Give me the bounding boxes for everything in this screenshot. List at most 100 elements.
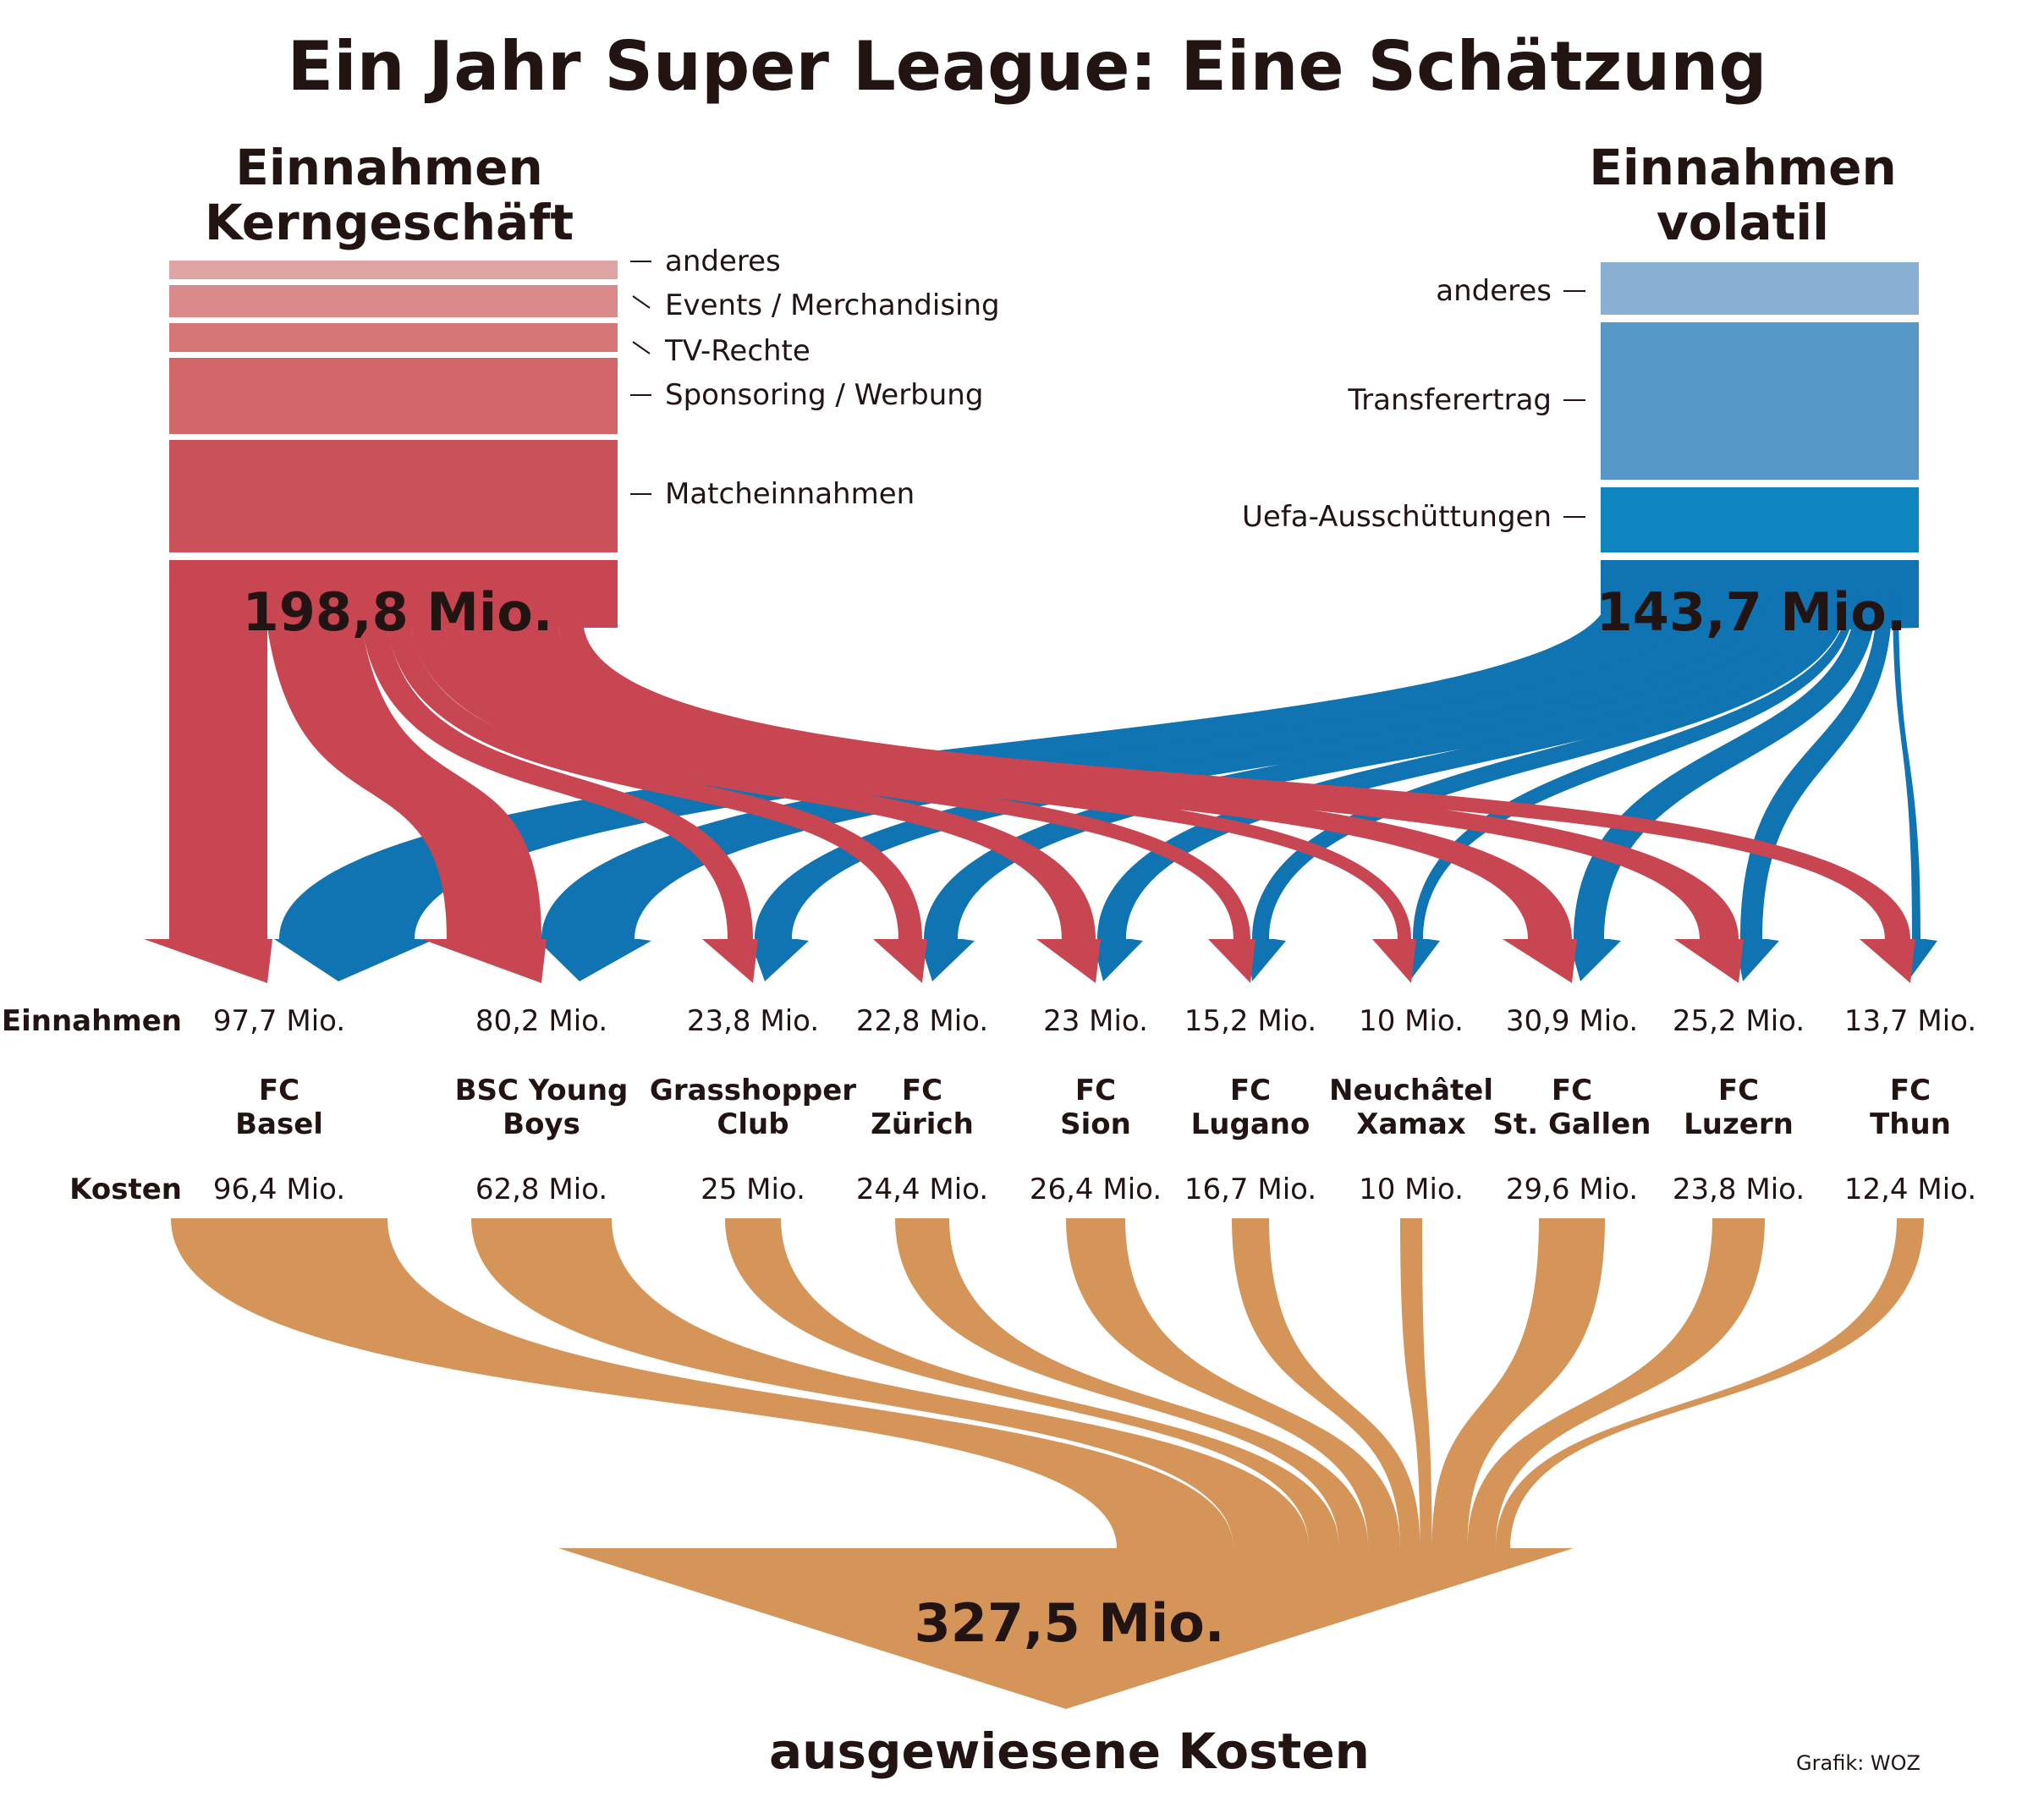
volatile-arrow-0	[274, 939, 431, 981]
club-name-line1: FC	[1075, 1074, 1116, 1107]
volatile-revenue-total: 143,7 Mio.	[1596, 581, 1907, 643]
core-flow-9	[558, 628, 1910, 939]
club-costs-value: 10 Mio.	[1359, 1173, 1464, 1206]
core-arrow-3	[873, 939, 927, 983]
core-flow-5	[445, 628, 1250, 939]
club-name-line2: Basel	[235, 1107, 323, 1141]
volatile-category-label: Transferertrag	[1347, 383, 1552, 417]
club-name-line2: Lugano	[1191, 1107, 1310, 1141]
cost-flow-5	[1232, 1218, 1420, 1548]
club-costs-value: 26,4 Mio.	[1030, 1173, 1162, 1206]
club-name-line1: FC	[902, 1074, 942, 1107]
club-costs-value: 29,6 Mio.	[1506, 1173, 1638, 1206]
core-flow-0	[169, 628, 267, 939]
club-costs-value: 23,8 Mio.	[1673, 1173, 1805, 1206]
cost-flow-7	[1431, 1218, 1605, 1548]
club-revenue-value: 25,2 Mio.	[1673, 1004, 1805, 1038]
revenue-row-label: Einnahmen	[2, 1004, 182, 1038]
volatile-flow-9	[1893, 592, 1920, 939]
core-revenue-heading: Einnahmen	[235, 139, 543, 196]
costs-total-arrow	[558, 1548, 1574, 1709]
volatile-arrow-4	[1092, 939, 1143, 981]
core-arrow-4	[1036, 939, 1101, 983]
club-name-line1: FC	[1890, 1074, 1931, 1107]
club-name-line2: St. Gallen	[1493, 1107, 1651, 1141]
core-arrow-8	[1674, 939, 1744, 983]
club-revenue-value: 23,8 Mio.	[687, 1004, 819, 1038]
core-revenue-heading-line2: Kerngeschäft	[205, 194, 574, 251]
club-name-line1: BSC Young	[455, 1074, 629, 1107]
club-costs-value: 62,8 Mio.	[475, 1173, 607, 1206]
cost-flow-6	[1400, 1218, 1432, 1548]
core-category-label: Sponsoring / Werbung	[665, 378, 983, 412]
volatile-category-label: anderes	[1436, 274, 1552, 308]
volatile-category-0	[1601, 262, 1919, 315]
volatile-revenue-heading: Einnahmen	[1589, 139, 1897, 196]
volatile-arrow-7	[1569, 939, 1621, 981]
club-revenue-value: 22,8 Mio.	[856, 1004, 988, 1038]
core-category-1	[169, 285, 618, 317]
club-name-line1: FC	[1718, 1074, 1759, 1107]
cost-flows	[171, 1218, 1924, 1709]
club-name-line1: FC	[1552, 1074, 1592, 1107]
club-name-line2: Luzern	[1684, 1107, 1794, 1141]
core-category-label: TV-Rechte	[664, 334, 810, 368]
club-name-line2: Boys	[503, 1107, 580, 1141]
club-name-line1: Neuchâtel	[1329, 1074, 1493, 1107]
volatile-arrow-5	[1247, 939, 1286, 981]
club-name-line2: Sion	[1060, 1107, 1131, 1141]
cost-flow-3	[895, 1218, 1369, 1548]
core-flow-3	[387, 628, 922, 939]
club-costs-value: 12,4 Mio.	[1844, 1173, 1976, 1206]
core-revenue-flows	[144, 560, 1915, 983]
club-name-line1: FC	[1230, 1074, 1271, 1107]
core-arrow-5	[1208, 939, 1256, 983]
club-name-line2: Zürich	[871, 1107, 974, 1141]
club-name-line2: Xamax	[1356, 1107, 1466, 1141]
club-name-line1: Grasshopper	[650, 1074, 856, 1107]
volatile-flow-8	[1740, 592, 1893, 939]
core-flow-2	[362, 628, 753, 939]
core-category-label: anderes	[665, 244, 781, 278]
core-arrow-7	[1503, 939, 1577, 983]
club-name-line1: FC	[259, 1074, 299, 1107]
core-revenue-total: 198,8 Mio.	[243, 581, 553, 643]
volatile-arrow-3	[919, 939, 975, 981]
page-title: Ein Jahr Super League: Eine Schätzung	[288, 27, 1767, 106]
core-arrow-1	[421, 939, 547, 983]
core-category-label: Matcheinnahmen	[665, 477, 915, 511]
volatile-category-1	[1601, 322, 1919, 480]
costs-label: ausgewiesene Kosten	[769, 1722, 1370, 1780]
club-revenue-value: 10 Mio.	[1359, 1004, 1464, 1038]
core-flow-7	[475, 628, 1572, 939]
credit: Grafik: WOZ	[1796, 1751, 1920, 1775]
core-category-3	[169, 358, 618, 434]
volatile-arrow-6	[1408, 939, 1440, 981]
core-category-0	[169, 261, 618, 279]
core-arrow-9	[1860, 939, 1915, 983]
volatile-flow-7	[1574, 592, 1877, 939]
cost-flow-1	[471, 1218, 1310, 1548]
club-revenue-value: 30,9 Mio.	[1506, 1004, 1638, 1038]
core-category-4	[169, 440, 618, 552]
club-costs-value: 96,4 Mio.	[213, 1173, 345, 1206]
volatile-category-2	[1601, 487, 1919, 552]
core-total-block	[169, 560, 618, 628]
club-costs-value: 24,4 Mio.	[856, 1173, 988, 1206]
club-name-line2: Club	[717, 1107, 788, 1141]
volatile-arrow-2	[750, 939, 809, 981]
volatile-category-label: Uefa-Ausschüttungen	[1242, 500, 1552, 534]
volatile-flow-1	[541, 592, 1768, 939]
club-revenue-value: 15,2 Mio.	[1184, 1004, 1316, 1038]
club-name-line2: Thun	[1870, 1107, 1951, 1141]
core-flow-4	[411, 628, 1096, 939]
core-category-label: Events / Merchandising	[665, 288, 1000, 322]
core-arrow-6	[1372, 939, 1416, 983]
volatile-arrow-9	[1907, 939, 1937, 981]
club-costs-value: 16,7 Mio.	[1184, 1173, 1316, 1206]
core-category-2	[169, 323, 618, 352]
cost-flow-0	[171, 1218, 1234, 1548]
volatile-arrow-1	[536, 939, 651, 981]
